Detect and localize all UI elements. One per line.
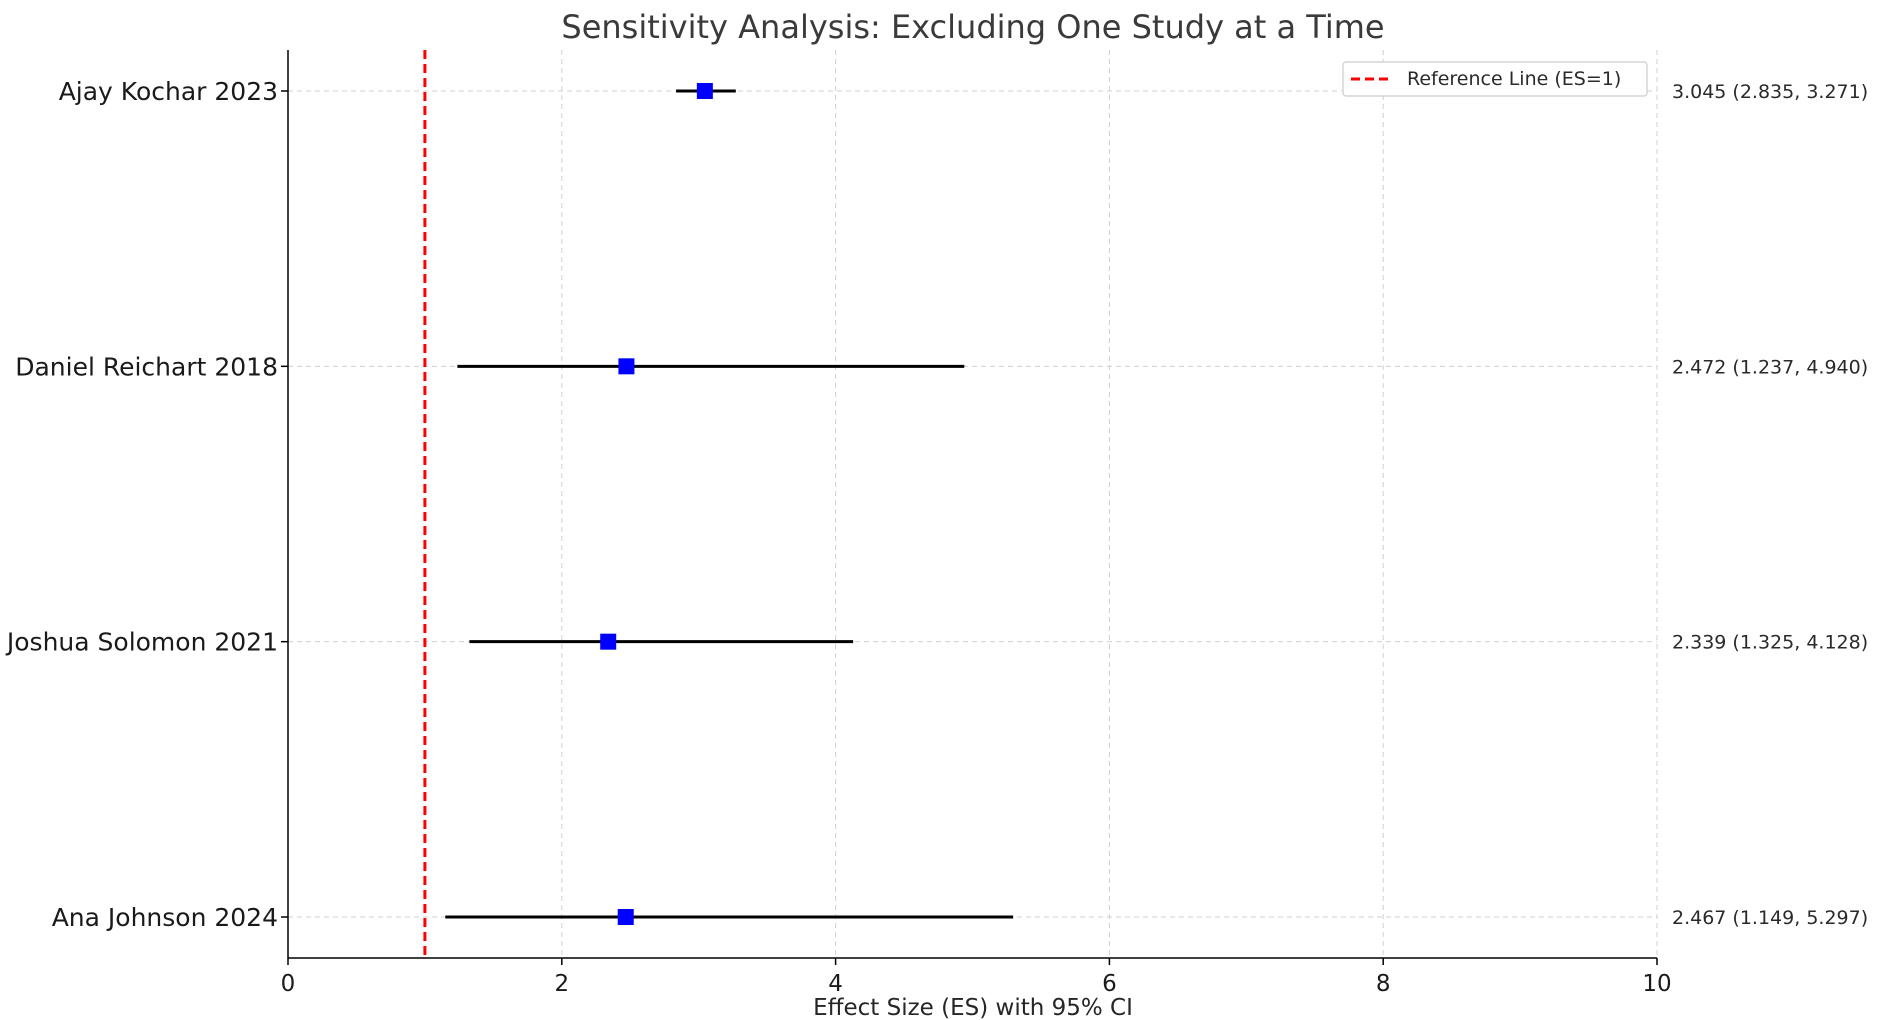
x-tick-label: 6 — [1102, 971, 1117, 997]
marker-layer — [600, 83, 713, 925]
x-axis-label: Effect Size (ES) with 95% CI — [813, 995, 1133, 1020]
x-tick-label: 8 — [1376, 971, 1391, 997]
study-label: Joshua Solomon 2021 — [5, 628, 278, 657]
x-tick-label: 4 — [828, 971, 843, 997]
labels-layer: Ajay Kochar 2023 3.045 (2.835, 3.271) Dani… — [5, 77, 1868, 932]
grid — [287, 50, 1658, 958]
x-tick-label: 10 — [1642, 971, 1671, 997]
effect-size-marker — [618, 358, 635, 375]
effect-size-annotation: 2.467 (1.149, 5.297) — [1672, 907, 1868, 929]
effect-size-marker — [617, 909, 634, 925]
study-label: Daniel Reichart 2018 — [15, 352, 278, 381]
effect-size-annotation: 2.339 (1.325, 4.128) — [1672, 632, 1868, 654]
axes: 0 2 4 6 8 10 — [281, 50, 1672, 997]
x-tick-label: 2 — [554, 971, 569, 997]
legend-label: Reference Line (ES=1) — [1407, 68, 1621, 90]
effect-size-marker — [600, 633, 617, 650]
effect-size-marker — [696, 83, 713, 99]
study-label: Ana Johnson 2024 — [52, 903, 278, 932]
legend-box — [1342, 61, 1648, 97]
legend: Reference Line (ES=1) — [1342, 61, 1648, 97]
ci-layer — [445, 89, 1014, 919]
study-label: Ajay Kochar 2023 — [59, 77, 278, 106]
effect-size-annotation: 2.472 (1.237, 4.940) — [1672, 356, 1868, 378]
effect-size-annotation: 3.045 (2.835, 3.271) — [1672, 81, 1868, 103]
chart-title: Sensitivity Analysis: Excluding One Stud… — [561, 8, 1384, 46]
x-tick-label: 0 — [281, 971, 296, 997]
